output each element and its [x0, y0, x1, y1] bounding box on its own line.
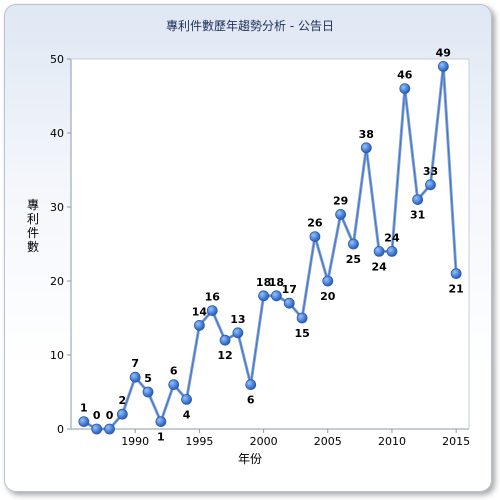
data-label: 38: [359, 128, 374, 141]
data-label: 17: [282, 283, 297, 296]
data-label: 1: [80, 402, 88, 415]
data-point[interactable]: [322, 275, 334, 287]
x-tick-label: 2015: [442, 435, 470, 448]
data-label: 7: [131, 357, 139, 370]
data-point[interactable]: [181, 393, 192, 405]
data-label: 33: [423, 165, 438, 178]
data-point[interactable]: [155, 416, 167, 428]
data-point[interactable]: [232, 327, 244, 339]
data-label: 21: [449, 283, 464, 296]
chart-title: 專利件數歷年趨勢分析 - 公告日: [166, 18, 334, 33]
data-label: 0: [106, 409, 114, 422]
data-label: 25: [346, 253, 361, 266]
data-point[interactable]: [399, 83, 411, 94]
data-label: 20: [320, 290, 336, 303]
data-point[interactable]: [91, 423, 103, 435]
data-point[interactable]: [168, 379, 180, 391]
data-point[interactable]: [296, 312, 308, 324]
data-point[interactable]: [437, 61, 449, 72]
data-point[interactable]: [335, 208, 347, 220]
y-tick-label: 20: [50, 275, 64, 288]
y-tick-label: 50: [50, 53, 64, 66]
data-label: 24: [384, 231, 400, 244]
data-label: 46: [397, 69, 413, 82]
y-tick-label: 0: [57, 423, 64, 436]
data-point[interactable]: [271, 290, 282, 302]
x-tick-label: 2010: [378, 435, 406, 448]
data-point[interactable]: [258, 290, 269, 302]
data-point[interactable]: [412, 194, 424, 206]
y-axis-title-char: 數: [27, 240, 39, 254]
y-tick-label: 30: [50, 201, 64, 214]
data-label: 49: [436, 46, 451, 59]
data-point[interactable]: [425, 179, 436, 191]
data-label: 29: [333, 194, 348, 207]
data-point[interactable]: [450, 268, 462, 280]
data-label: 0: [93, 409, 101, 422]
data-label: 24: [371, 260, 387, 273]
data-label: 5: [144, 372, 152, 385]
data-label: 6: [170, 365, 178, 378]
y-axis-title-char: 利: [27, 212, 39, 226]
data-label: 12: [217, 349, 232, 362]
data-point[interactable]: [373, 245, 385, 257]
data-label: 26: [307, 217, 323, 230]
y-axis-title-char: 專: [27, 198, 39, 212]
data-point[interactable]: [386, 245, 398, 257]
series-group: 10 02751641416121361818171526202925382424…: [78, 46, 464, 444]
y-tick-label: 10: [50, 349, 64, 362]
data-point[interactable]: [142, 386, 154, 398]
data-point[interactable]: [309, 231, 321, 243]
y-axis-title: 專利件數: [27, 198, 39, 254]
x-tick-label: 2005: [314, 435, 342, 448]
x-tick-label: 1995: [185, 435, 213, 448]
data-label: 15: [294, 327, 309, 340]
y-axis-title-char: 件: [27, 226, 39, 240]
data-point[interactable]: [348, 238, 359, 250]
data-point[interactable]: [206, 305, 218, 317]
data-point[interactable]: [360, 142, 372, 154]
data-label: 14: [192, 305, 208, 318]
data-label: 4: [183, 408, 191, 421]
data-label: 13: [230, 313, 245, 326]
x-axis-title: 年份: [238, 452, 262, 466]
data-point[interactable]: [129, 371, 141, 383]
data-point[interactable]: [193, 319, 205, 331]
data-point[interactable]: [104, 423, 115, 435]
data-label: 1: [157, 431, 165, 444]
data-label: 18: [256, 276, 271, 289]
data-label: 6: [247, 394, 255, 407]
data-label: 18: [269, 276, 284, 289]
data-label: 2: [119, 394, 127, 407]
data-label: 16: [205, 291, 221, 304]
data-point[interactable]: [283, 297, 295, 309]
data-point[interactable]: [78, 416, 90, 428]
data-label: 31: [410, 209, 425, 222]
data-point[interactable]: [116, 408, 128, 420]
x-tick-label: 2000: [250, 435, 278, 448]
data-point[interactable]: [219, 334, 231, 346]
y-tick-label: 40: [50, 127, 64, 140]
x-tick-label: 1990: [121, 435, 149, 448]
data-point[interactable]: [245, 379, 257, 391]
